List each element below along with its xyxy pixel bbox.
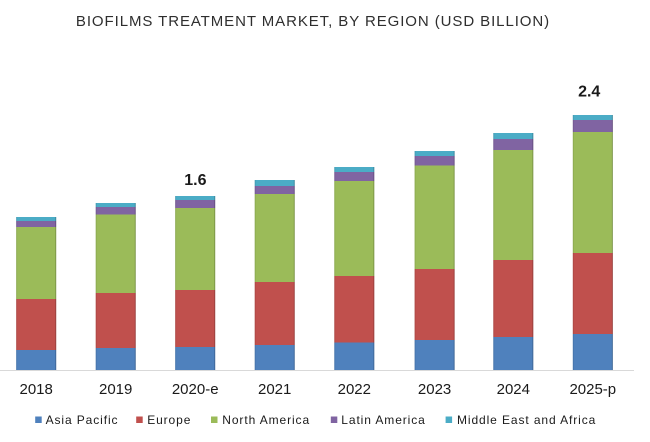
svg-text:2024: 2024 bbox=[497, 381, 530, 398]
svg-text:2020-e: 2020-e bbox=[172, 381, 219, 398]
svg-text:2018: 2018 bbox=[20, 381, 53, 398]
svg-text:2019: 2019 bbox=[99, 381, 132, 398]
svg-text:2021: 2021 bbox=[258, 381, 291, 398]
svg-text:North America: North America bbox=[222, 413, 310, 427]
svg-text:Europe: Europe bbox=[147, 413, 191, 427]
svg-text:1.6: 1.6 bbox=[184, 172, 206, 189]
svg-text:2025-p: 2025-p bbox=[569, 381, 616, 398]
svg-text:Middle East and Africa: Middle East and Africa bbox=[457, 413, 596, 427]
svg-text:2022: 2022 bbox=[338, 381, 371, 398]
svg-text:2.4: 2.4 bbox=[578, 84, 600, 101]
svg-text:BIOFILMS TREATMENT MARKET, BY: BIOFILMS TREATMENT MARKET, BY REGION (US… bbox=[76, 13, 550, 30]
svg-text:Latin America: Latin America bbox=[341, 413, 425, 427]
svg-text:Asia Pacific: Asia Pacific bbox=[46, 413, 119, 427]
svg-text:2023: 2023 bbox=[418, 381, 451, 398]
